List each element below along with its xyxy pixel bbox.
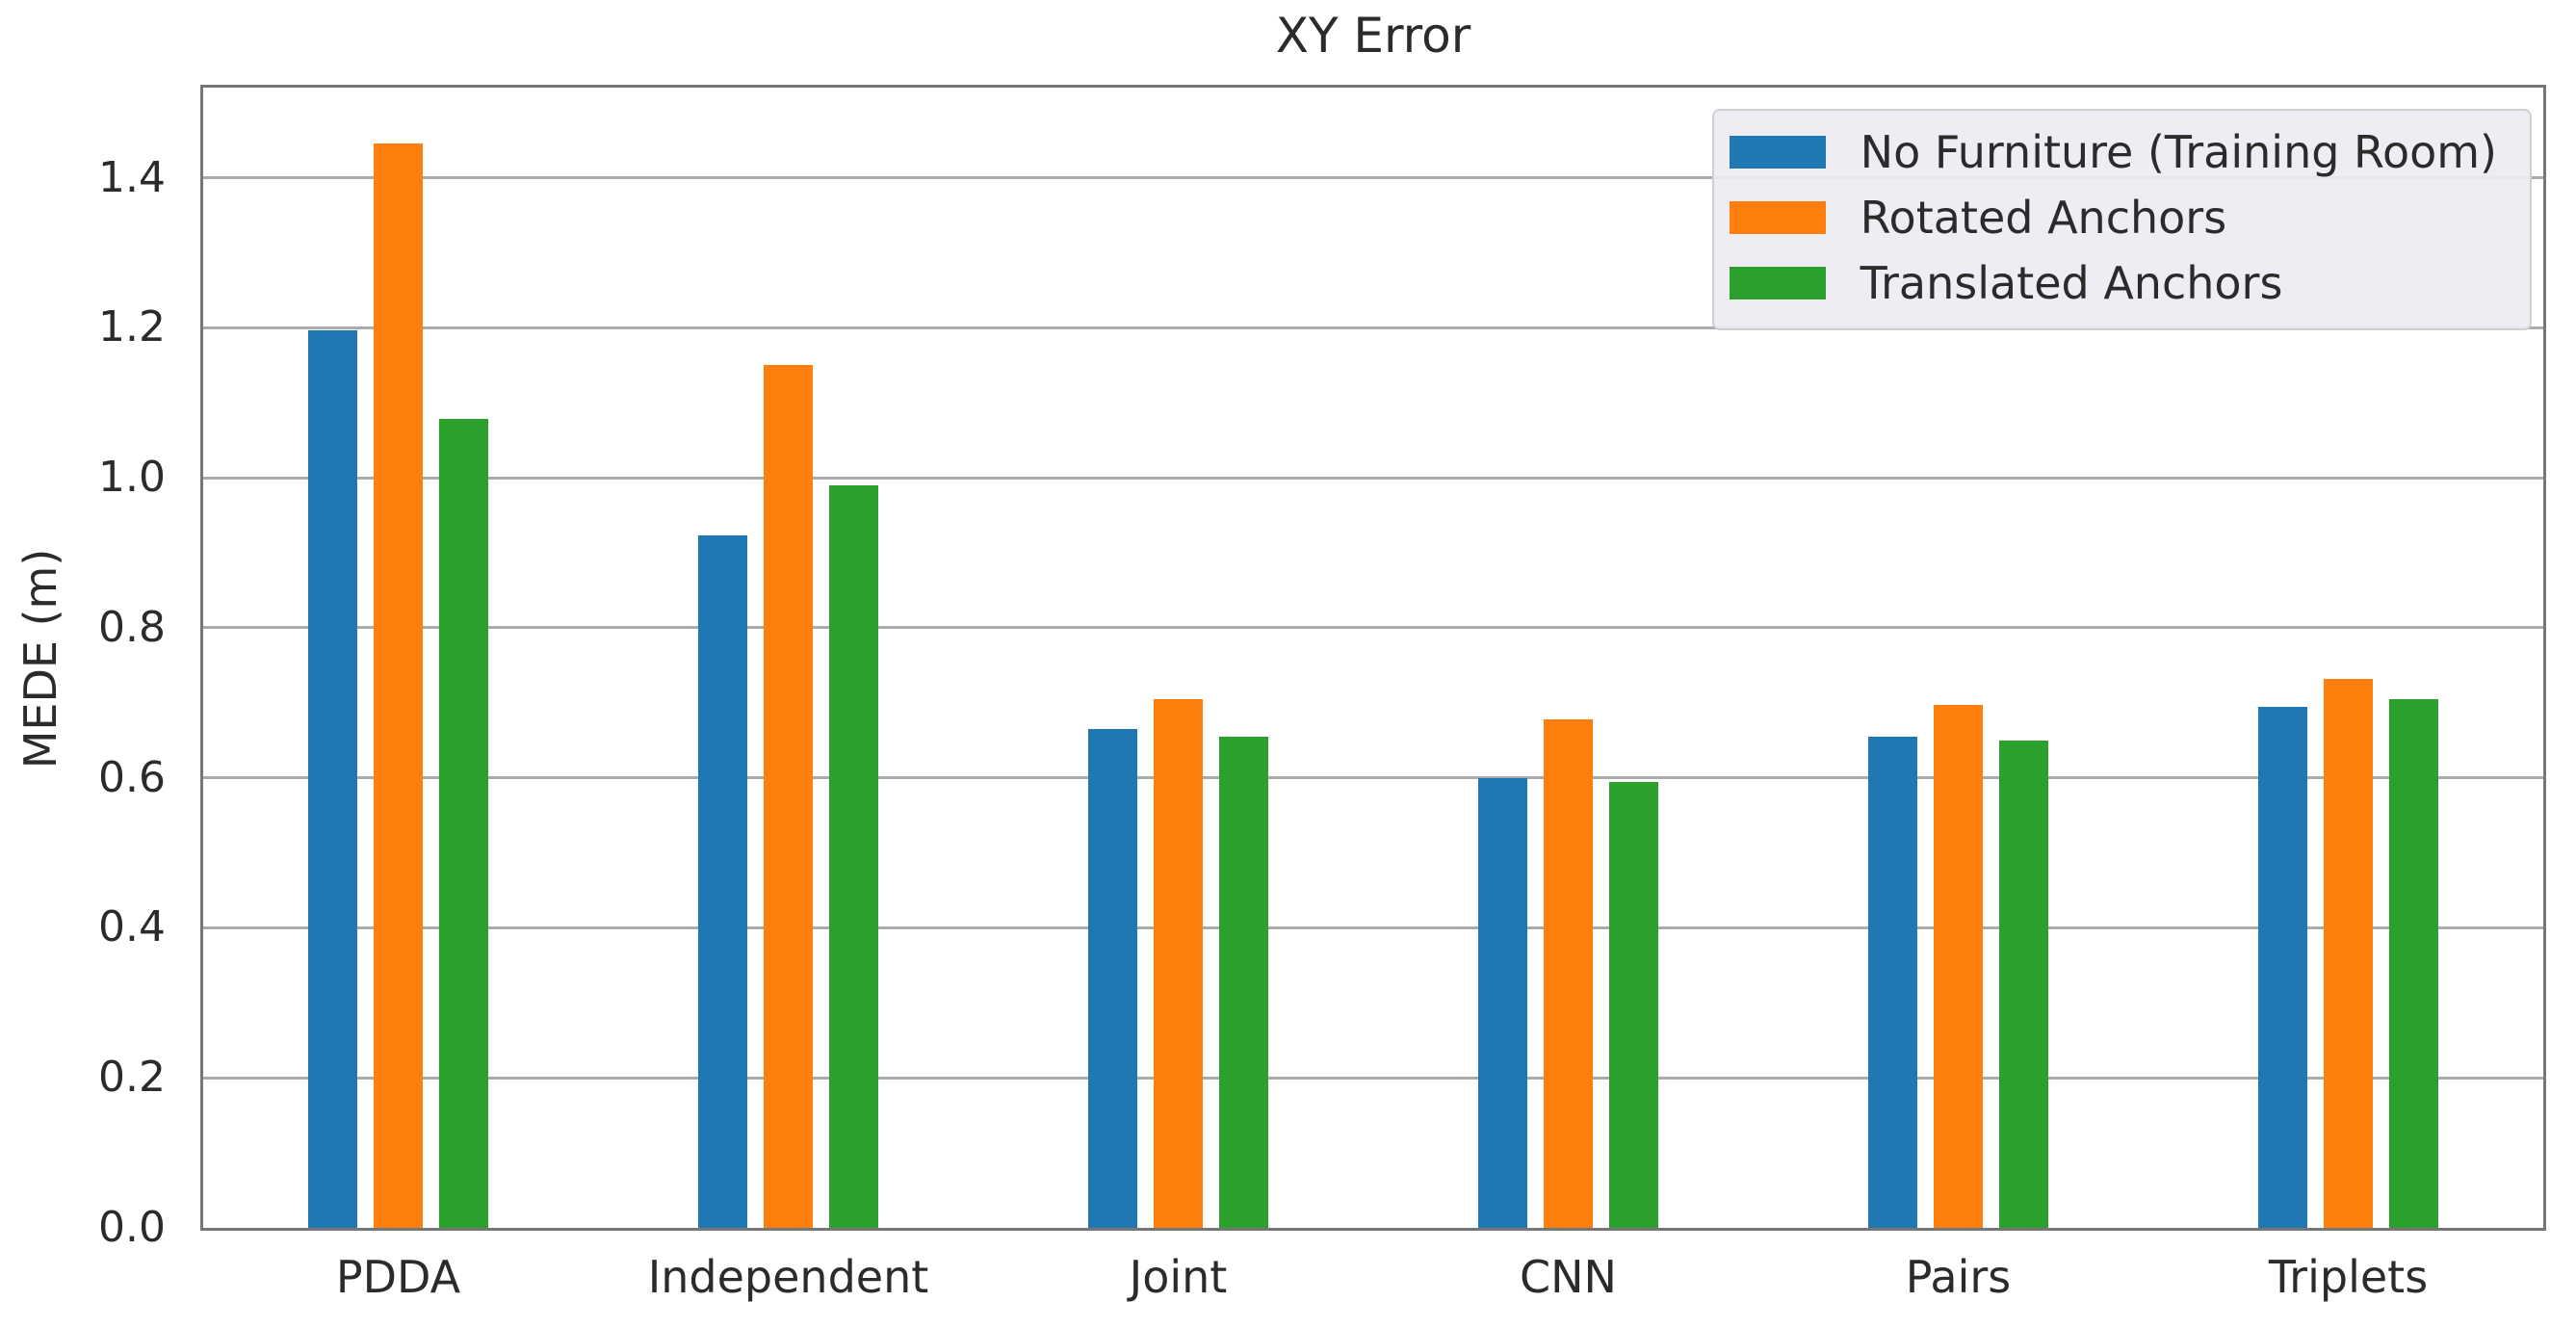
bar-group-joint (983, 88, 1373, 1228)
gridline (203, 776, 2543, 780)
gridline (203, 1076, 2543, 1080)
bar (2389, 699, 2438, 1228)
y-tick-label: 1.4 (98, 152, 166, 202)
bar (374, 143, 423, 1228)
y-tick-label: 0.8 (98, 602, 166, 652)
y-tick-label: 1.0 (98, 453, 166, 503)
bar (1868, 737, 1917, 1228)
bar (439, 419, 488, 1228)
x-tick-label: Pairs (1905, 1251, 2012, 1303)
legend-row: Rotated Anchors (1729, 192, 2497, 244)
x-tick-label: Triplets (2268, 1251, 2429, 1303)
legend-label: No Furniture (Training Room) (1860, 126, 2497, 178)
gridline (203, 176, 2543, 179)
bar-group-pairs (1763, 88, 2153, 1228)
bar-group-independent (593, 88, 983, 1228)
bar (829, 485, 878, 1228)
bar (1478, 778, 1527, 1228)
bar (1609, 782, 1658, 1228)
plot-area: No Furniture (Training Room) Rotated Anch… (200, 85, 2546, 1231)
legend-row: No Furniture (Training Room) (1729, 126, 2497, 178)
x-tick-label: Joint (1129, 1251, 1228, 1303)
bar (1934, 705, 1983, 1228)
bar (308, 330, 357, 1228)
legend-row: Translated Anchors (1729, 257, 2497, 309)
x-tick-label: CNN (1520, 1251, 1617, 1303)
bar (1219, 737, 1268, 1228)
x-tick-label: PDDA (335, 1251, 461, 1303)
x-tick-label: Independent (647, 1251, 929, 1303)
bar (2324, 679, 2373, 1228)
bars-layer (203, 88, 2543, 1228)
gridline (203, 925, 2543, 929)
gridline (203, 325, 2543, 329)
gridline (203, 626, 2543, 630)
bar (1544, 719, 1593, 1228)
bar (1154, 699, 1203, 1228)
bar (2258, 707, 2307, 1228)
y-tick-label: 1.2 (98, 302, 166, 352)
legend-swatch (1729, 136, 1826, 169)
y-tick-label: 0.4 (98, 902, 166, 952)
legend-swatch (1729, 201, 1826, 234)
gridlines-layer (203, 88, 2543, 1228)
legend-label: Translated Anchors (1860, 257, 2283, 309)
legend: No Furniture (Training Room) Rotated Anch… (1711, 109, 2532, 330)
y-tick-label: 0.6 (98, 752, 166, 802)
bar (1999, 741, 2048, 1228)
bar-group-pdda (203, 88, 593, 1228)
y-tick-label: 0.0 (98, 1203, 166, 1252)
y-tick-label: 0.2 (98, 1053, 166, 1103)
gridline (203, 476, 2543, 480)
bar (764, 365, 813, 1228)
bar (698, 535, 747, 1228)
bar-group-triplets (2153, 88, 2543, 1228)
bar-group-cnn (1373, 88, 1763, 1228)
legend-swatch (1729, 267, 1826, 299)
chart-title: XY Error (1275, 8, 1471, 64)
legend-label: Rotated Anchors (1860, 192, 2227, 244)
bar (1088, 729, 1137, 1228)
